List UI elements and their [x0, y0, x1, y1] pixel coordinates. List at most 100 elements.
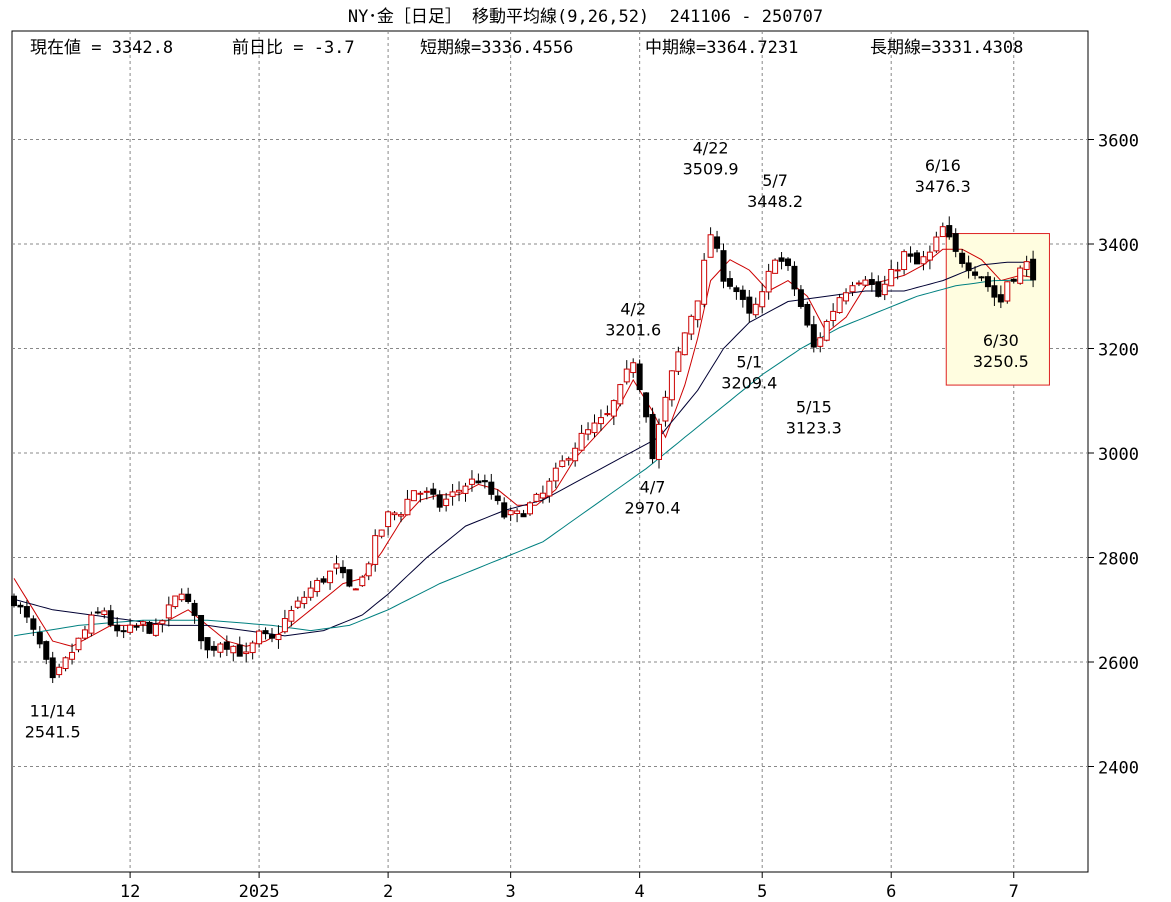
- candle-body: [294, 600, 301, 608]
- candle-body: [552, 467, 559, 482]
- candle: [933, 231, 940, 253]
- candle: [352, 588, 359, 591]
- candle: [456, 481, 463, 502]
- candle: [572, 442, 579, 467]
- candle-body: [230, 645, 237, 654]
- candle-body: [436, 494, 443, 508]
- candle-body: [468, 478, 475, 485]
- candle-body: [462, 485, 469, 494]
- candle: [256, 628, 263, 648]
- candle-body: [339, 566, 346, 574]
- candle: [623, 360, 630, 385]
- plot-frame: [11, 30, 1089, 873]
- candle: [849, 281, 856, 297]
- candle: [372, 529, 379, 572]
- candle-body: [772, 259, 779, 274]
- candle-body: [849, 285, 856, 293]
- candle-body: [539, 492, 546, 499]
- day-change: 前日比 = -3.7: [232, 38, 355, 58]
- candle-body: [810, 324, 817, 348]
- candle: [591, 414, 598, 438]
- candle: [320, 576, 327, 585]
- candle: [404, 489, 411, 516]
- annotation: 6/16 3476.3: [915, 156, 971, 196]
- candle-body: [307, 587, 314, 598]
- candle: [643, 392, 650, 423]
- candle: [578, 424, 585, 451]
- candle: [823, 319, 830, 342]
- candle-body: [610, 400, 617, 417]
- candle-body: [475, 480, 482, 484]
- candle-body: [236, 644, 243, 657]
- y-tick-label: 3200: [1098, 341, 1139, 361]
- candle-body: [88, 614, 95, 634]
- candle-body: [120, 630, 127, 633]
- candle: [752, 297, 759, 318]
- candle: [656, 418, 662, 469]
- candle: [94, 607, 101, 615]
- candle-body: [133, 625, 140, 628]
- x-tick-label: 4: [635, 882, 645, 902]
- candle: [830, 303, 837, 327]
- candle-body: [43, 641, 50, 660]
- candle: [552, 462, 559, 489]
- candle: [868, 272, 875, 292]
- candle: [17, 602, 24, 614]
- candle: [294, 596, 301, 610]
- candles: [11, 216, 1037, 684]
- candle: [481, 474, 488, 489]
- candle: [449, 483, 456, 506]
- annotation: 4/22 3509.9: [683, 139, 739, 179]
- candle-body: [449, 491, 456, 497]
- candle: [462, 482, 469, 502]
- candle: [585, 422, 592, 441]
- annotation-date: 5/7: [762, 171, 788, 190]
- candle: [804, 301, 811, 328]
- candle: [817, 332, 824, 353]
- candle-body: [507, 510, 514, 516]
- candle: [681, 332, 688, 356]
- x-tick-label: 7: [1009, 882, 1019, 902]
- candle-body: [862, 279, 869, 286]
- candle-body: [23, 606, 30, 618]
- candle-body: [933, 236, 940, 252]
- candle-body: [107, 610, 114, 626]
- candle-body: [410, 490, 417, 502]
- candle-body: [591, 422, 598, 434]
- candle-body: [456, 489, 463, 493]
- candle: [140, 620, 146, 632]
- candle: [1017, 265, 1024, 285]
- candle-body: [907, 253, 914, 257]
- candle-body: [533, 493, 540, 502]
- candle: [778, 252, 785, 270]
- annotation-value: 3250.5: [973, 352, 1029, 371]
- candle-body: [752, 303, 759, 316]
- candle: [604, 405, 611, 417]
- candle-body: [49, 657, 56, 679]
- candle-body: [501, 502, 508, 518]
- candle-body: [404, 498, 411, 516]
- annotation-date: 5/1: [736, 353, 762, 372]
- candle: [733, 285, 740, 300]
- candle: [914, 250, 920, 265]
- candle: [527, 501, 533, 516]
- candle: [675, 346, 682, 375]
- candle-body: [952, 233, 959, 252]
- candle-body: [352, 588, 359, 591]
- candle-body: [875, 281, 882, 297]
- candle: [501, 497, 508, 520]
- candle-body: [30, 618, 37, 630]
- candle-body: [223, 641, 230, 650]
- candle: [907, 246, 914, 263]
- candle-body: [69, 651, 76, 660]
- candle: [391, 511, 398, 521]
- candle-body: [823, 320, 830, 341]
- candle-body: [817, 337, 824, 347]
- short-ma-line: [13, 248, 1034, 647]
- candle: [346, 569, 353, 588]
- candle-body: [720, 250, 727, 282]
- candle: [972, 266, 979, 280]
- candle: [191, 599, 198, 624]
- candle-body: [391, 512, 398, 516]
